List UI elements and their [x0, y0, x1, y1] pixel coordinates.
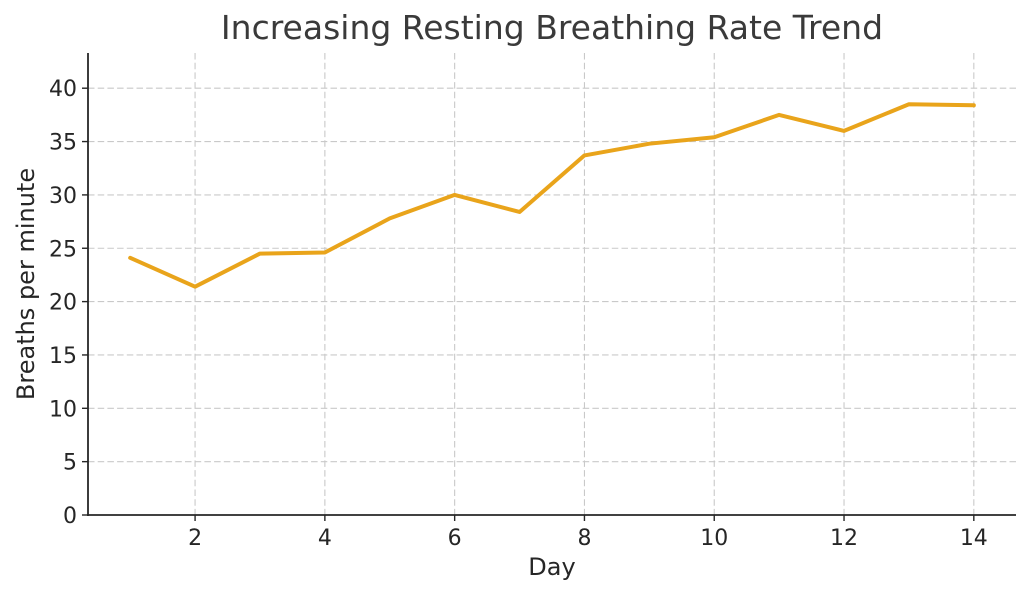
x-tick-label: 10: [700, 526, 728, 551]
x-tick-label: 14: [960, 526, 988, 551]
x-tick-label: 6: [448, 526, 462, 551]
chart-title: Increasing Resting Breathing Rate Trend: [220, 8, 884, 47]
x-tick-label: 12: [830, 526, 858, 551]
y-axis-label: Breaths per minute: [12, 167, 40, 401]
x-tick-label: 2: [188, 526, 202, 551]
y-tick-label: 40: [49, 77, 77, 102]
x-tick-label: 4: [318, 526, 332, 551]
y-tick-label: 10: [49, 397, 77, 422]
y-tick-label: 30: [49, 184, 77, 209]
y-tick-label: 0: [63, 504, 77, 529]
y-tick-label: 25: [49, 237, 77, 262]
x-axis-label: Day: [528, 553, 576, 581]
y-tick-label: 35: [49, 131, 77, 156]
data-line: [128, 102, 976, 289]
y-tick-label: 5: [63, 451, 77, 476]
y-tick-label: 20: [49, 291, 77, 316]
y-tick-label: 15: [49, 344, 77, 369]
x-tick-label: 8: [577, 526, 591, 551]
